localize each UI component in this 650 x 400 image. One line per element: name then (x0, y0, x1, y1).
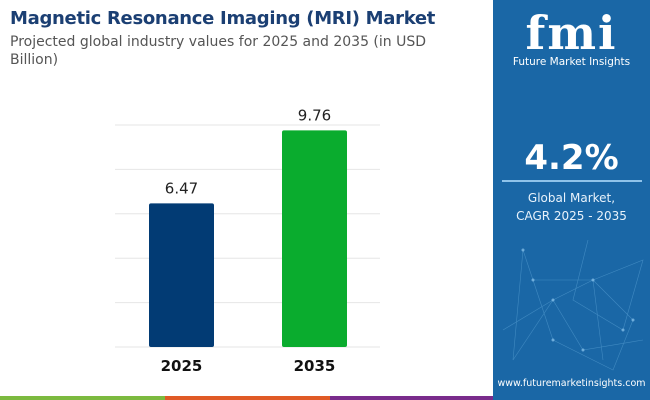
bar-2035 (282, 130, 347, 347)
fmi-logo: fmi Future Market Insights (493, 8, 650, 68)
footer-stripe-orange (165, 396, 330, 400)
website-url: www.futuremarketinsights.com (497, 378, 646, 389)
bar-2025 (149, 203, 214, 347)
bar-chart: 6.47 2025 9.76 2035 (115, 106, 380, 375)
cagr-label: Global Market, CAGR 2025 - 2035 (493, 189, 650, 225)
chart-subtitle: Projected global industry values for 202… (10, 34, 427, 68)
divider (502, 180, 642, 182)
network-pattern-graphic (502, 240, 644, 371)
x-tick-label: 2035 (294, 357, 336, 375)
cagr-label-line-2: CAGR 2025 - 2035 (516, 209, 627, 223)
cagr-panel: fmi Future Market Insights 4.2% Global M… (493, 0, 650, 400)
data-label: 6.47 (165, 179, 198, 197)
x-tick-label: 2025 (161, 357, 203, 375)
footer-stripe-green (0, 396, 165, 400)
logo-mark: fmi (525, 6, 618, 60)
logo-text: Future Market Insights (512, 56, 631, 68)
footer-stripe-purple (330, 396, 493, 400)
cagr-value: 4.2% (524, 138, 619, 178)
cagr-label-line-1: Global Market, (527, 191, 616, 205)
data-label: 9.76 (298, 106, 331, 124)
chart-title: Magnetic Resonance Imaging (MRI) Market (10, 8, 436, 29)
